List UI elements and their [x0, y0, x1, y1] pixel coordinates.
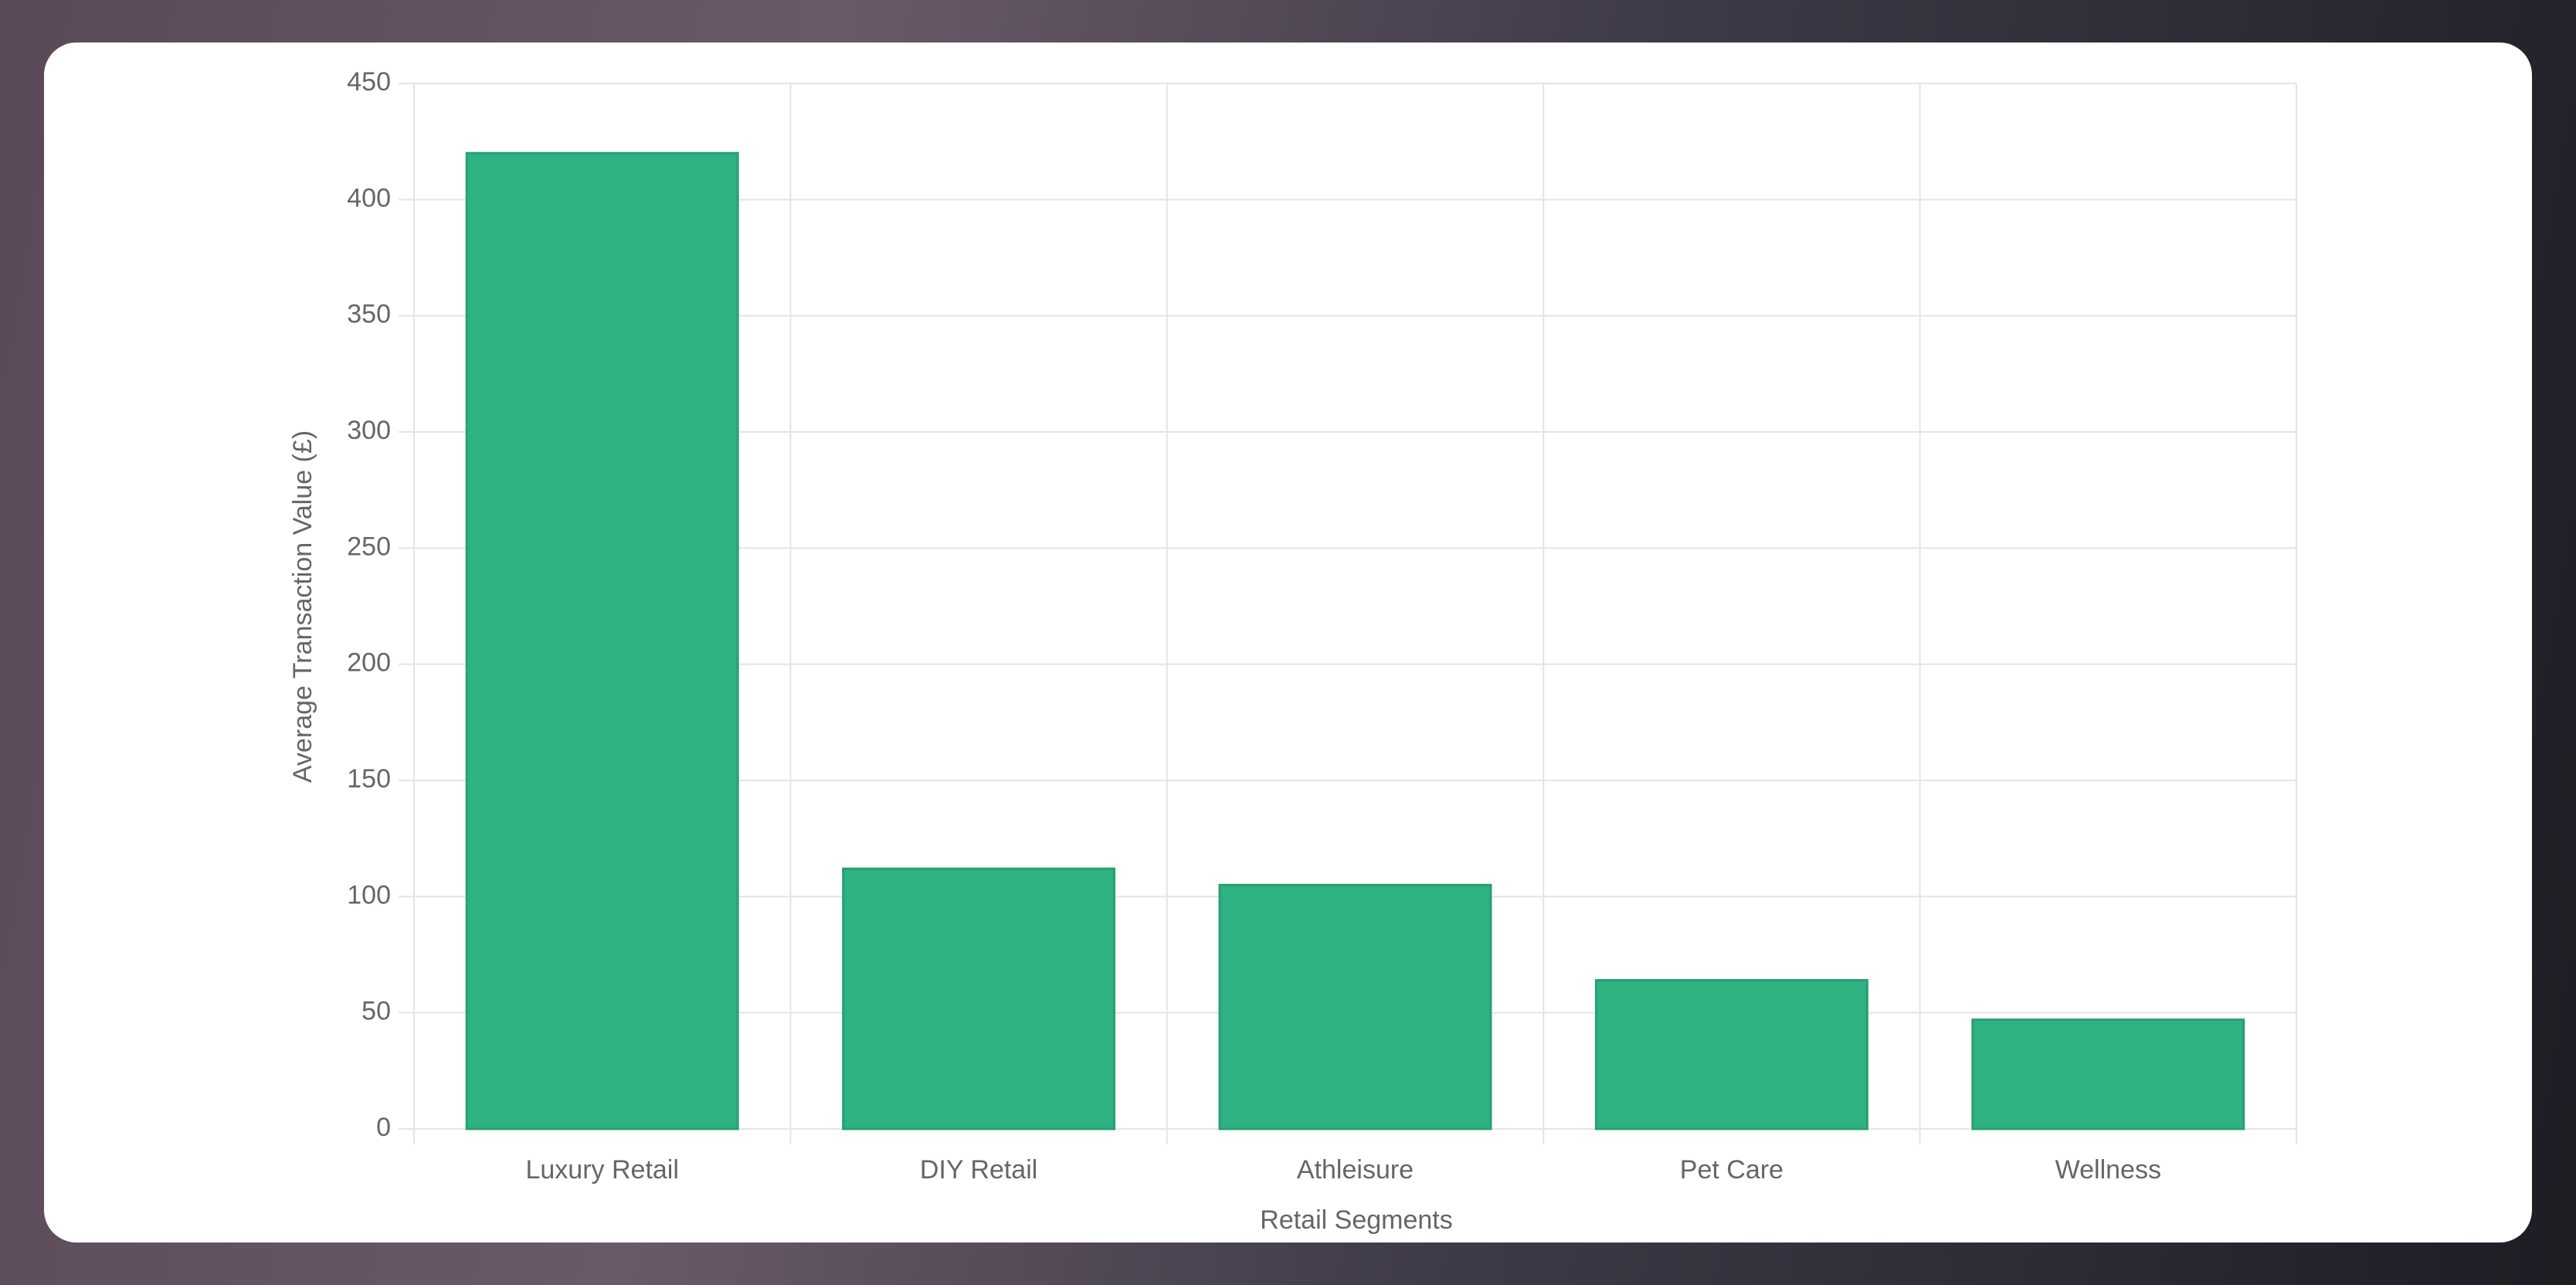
x-tick-label: Athleisure [1297, 1155, 1414, 1185]
x-tick-label: DIY Retail [920, 1155, 1037, 1185]
y-tick-label: 450 [347, 67, 391, 97]
y-tick-label: 100 [347, 880, 391, 909]
y-tick-label: 250 [347, 532, 391, 561]
bar [1971, 1018, 2245, 1130]
bar [842, 867, 1116, 1130]
x-tick-label: Luxury Retail [525, 1155, 678, 1185]
bar [1218, 883, 1492, 1130]
y-tick-label: 150 [347, 764, 391, 794]
y-tick-label: 50 [361, 997, 391, 1026]
x-tick-label: Wellness [2055, 1155, 2161, 1185]
x-tick-label: Pet Care [1680, 1155, 1784, 1185]
bar [465, 151, 739, 1130]
bar [1594, 979, 1868, 1130]
y-tick-label: 0 [376, 1113, 391, 1142]
y-tick-label: 300 [347, 416, 391, 445]
x-axis-title: Retail Segments [1260, 1205, 1452, 1235]
y-tick-label: 200 [347, 648, 391, 678]
y-axis-title: Average Transaction Value (£) [288, 430, 317, 783]
y-tick-label: 350 [347, 300, 391, 329]
y-tick-label: 400 [347, 183, 391, 212]
